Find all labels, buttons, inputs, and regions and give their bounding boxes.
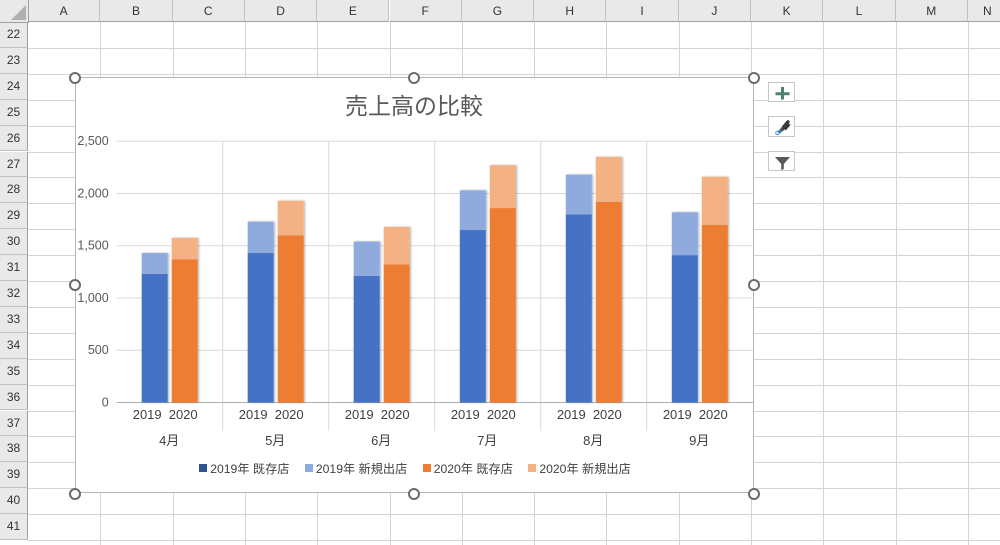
svg-text:2,000: 2,000 (77, 187, 108, 201)
svg-text:2,500: 2,500 (77, 134, 108, 148)
svg-text:0: 0 (101, 396, 108, 410)
svg-text:1,500: 1,500 (77, 239, 108, 253)
svg-text:1,000: 1,000 (77, 291, 108, 305)
svg-text:500: 500 (87, 343, 108, 357)
